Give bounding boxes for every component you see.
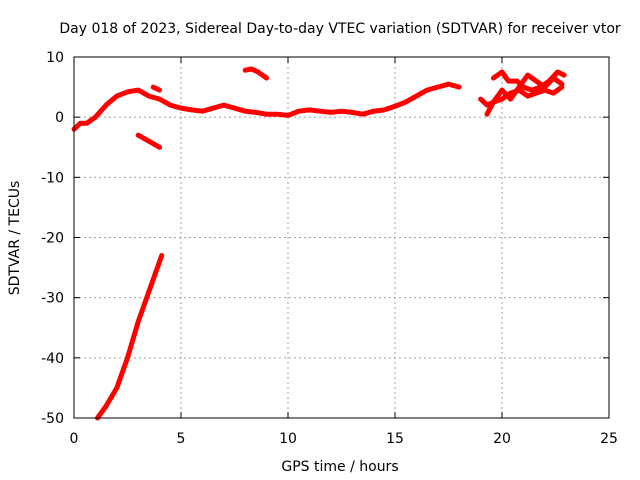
y-tick-label: -20 [41, 231, 64, 247]
series-short-upper-line [150, 84, 163, 93]
series-descent-line [95, 253, 165, 421]
y-axis-title: SDTVAR / TECUs [7, 181, 23, 296]
y-tick-label: 0 [55, 110, 64, 126]
series-arc-8h-line [242, 66, 270, 81]
series-late-upper-line [490, 69, 567, 93]
x-tick-label: 5 [177, 431, 186, 447]
chart-title: Day 018 of 2023, Sidereal Day-to-day VTE… [59, 21, 621, 37]
x-tick-label: 0 [70, 431, 79, 447]
series-layer [71, 66, 567, 421]
series-main-line [71, 81, 462, 132]
y-tick-label: -30 [41, 291, 64, 307]
y-tick-label: -40 [41, 351, 64, 367]
y-tick-label: 10 [46, 50, 64, 66]
x-tick-label: 10 [279, 431, 297, 447]
x-tick-label: 20 [493, 431, 511, 447]
x-tick-label: 25 [600, 431, 618, 447]
plot-frame [73, 56, 610, 419]
series-short-3h-line [135, 132, 163, 150]
x-axis-title: GPS time / hours [281, 459, 398, 475]
x-tick-label: 15 [386, 431, 404, 447]
y-tick-label: -50 [41, 411, 64, 427]
axis-ticks: 0 5 10 15 20 25 -50 -40 -30 -20 -10 0 10 [41, 50, 618, 447]
y-tick-label: -10 [41, 170, 64, 186]
series-late-lower-line [484, 84, 565, 117]
